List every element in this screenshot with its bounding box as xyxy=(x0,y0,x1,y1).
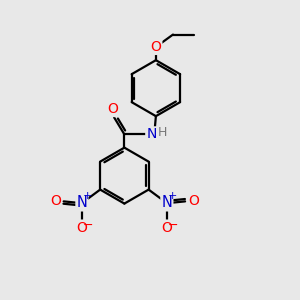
Text: O: O xyxy=(76,220,87,235)
Text: −: − xyxy=(83,219,94,232)
Text: H: H xyxy=(158,126,167,139)
Text: +: + xyxy=(168,191,177,201)
Text: O: O xyxy=(188,194,199,208)
Text: N: N xyxy=(76,195,87,210)
Text: +: + xyxy=(83,191,92,201)
Text: O: O xyxy=(107,102,118,116)
Text: O: O xyxy=(161,220,172,235)
Text: N: N xyxy=(146,128,157,141)
Text: O: O xyxy=(50,194,61,208)
Text: O: O xyxy=(151,40,161,54)
Text: −: − xyxy=(168,219,178,232)
Text: N: N xyxy=(161,195,172,210)
